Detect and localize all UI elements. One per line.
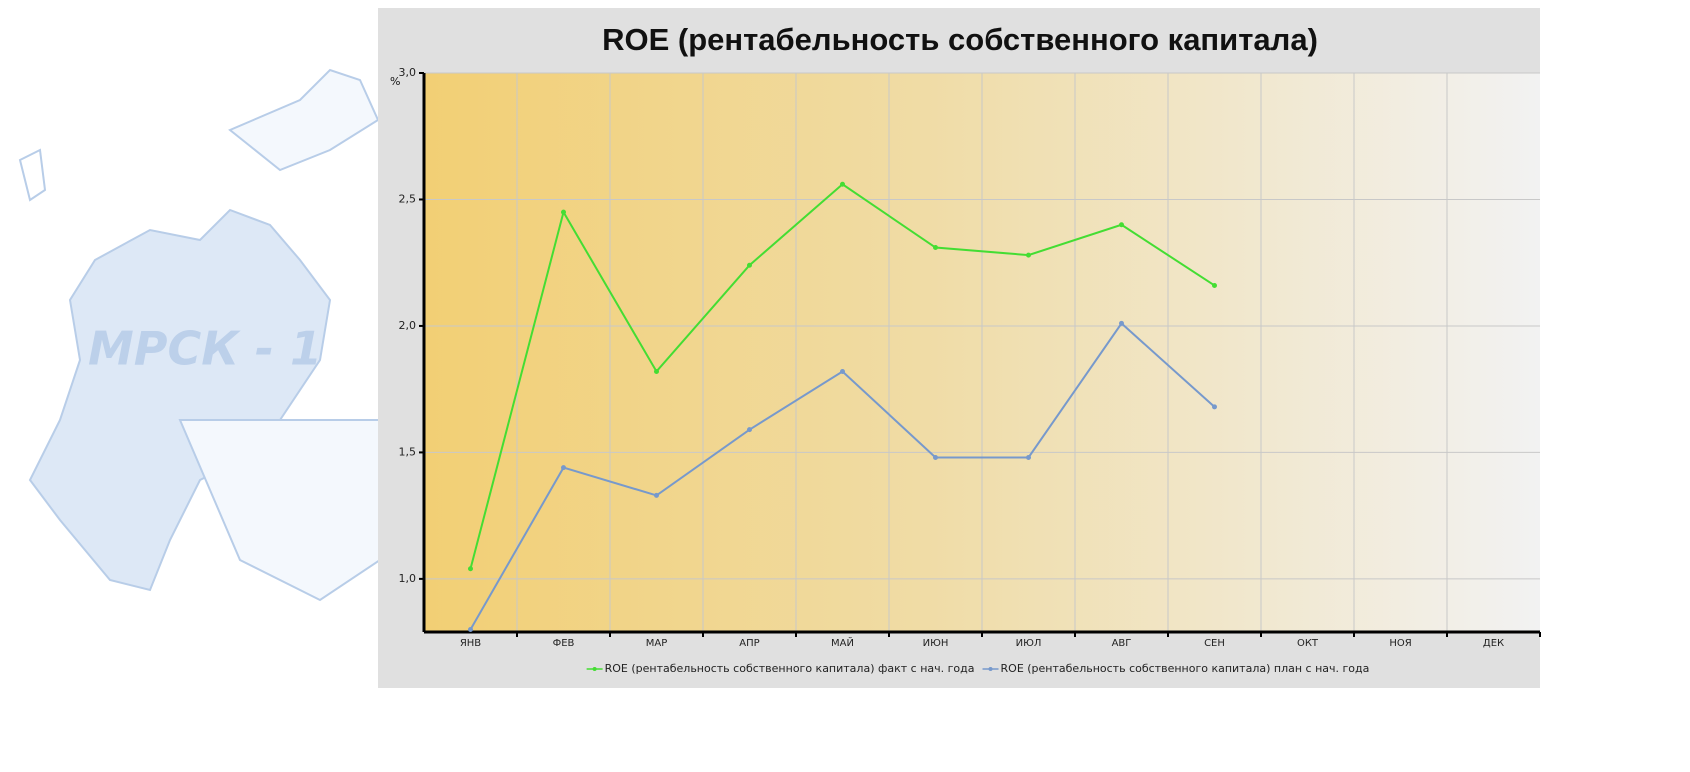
data-point — [840, 368, 845, 374]
x-tick-label: АПР — [739, 638, 759, 649]
x-tick-label: ИЮН — [923, 638, 949, 649]
data-point — [840, 181, 845, 187]
x-tick-label: ЯНВ — [460, 638, 481, 649]
legend-marker — [988, 667, 993, 671]
x-tick-label: МАЙ — [831, 636, 854, 649]
data-point — [1212, 282, 1217, 288]
data-point — [561, 465, 566, 471]
data-point — [1026, 252, 1031, 258]
data-point — [1026, 454, 1031, 460]
data-point — [933, 245, 938, 251]
y-tick-label: 2,0 — [399, 319, 417, 332]
y-axis-label: % — [390, 75, 400, 88]
data-point — [468, 566, 473, 572]
chart-title: ROE (рентабельность собственного капитал… — [602, 22, 1318, 57]
x-tick-label: СЕН — [1204, 638, 1225, 649]
data-point — [561, 209, 566, 215]
x-tick-label: МАР — [646, 638, 668, 649]
data-point — [1119, 222, 1124, 228]
x-tick-label: ФЕВ — [553, 638, 575, 649]
data-point — [654, 368, 659, 374]
legend-marker — [592, 667, 597, 671]
x-tick-label: НОЯ — [1389, 638, 1411, 649]
x-tick-label: ИЮЛ — [1016, 638, 1042, 649]
y-tick-label: 2,5 — [399, 192, 417, 205]
x-tick-label: ОКТ — [1297, 638, 1319, 649]
data-point — [654, 492, 659, 498]
watermark: МРСК - 1 — [88, 322, 322, 376]
data-point — [1119, 320, 1124, 326]
y-tick-label: 3,0 — [399, 66, 417, 79]
map-background — [18, 68, 381, 602]
legend-label: ROE (рентабельность собственного капитал… — [605, 662, 975, 675]
data-point — [747, 262, 752, 268]
legend-label: ROE (рентабельность собственного капитал… — [1001, 662, 1370, 675]
data-point — [1212, 404, 1217, 410]
data-point — [468, 626, 473, 632]
y-tick-label: 1,0 — [399, 572, 417, 585]
data-point — [747, 427, 752, 433]
data-point — [933, 454, 938, 460]
x-tick-label: ДЕК — [1483, 638, 1504, 649]
y-tick-label: 1,5 — [399, 445, 417, 458]
x-tick-label: АВГ — [1112, 638, 1132, 649]
